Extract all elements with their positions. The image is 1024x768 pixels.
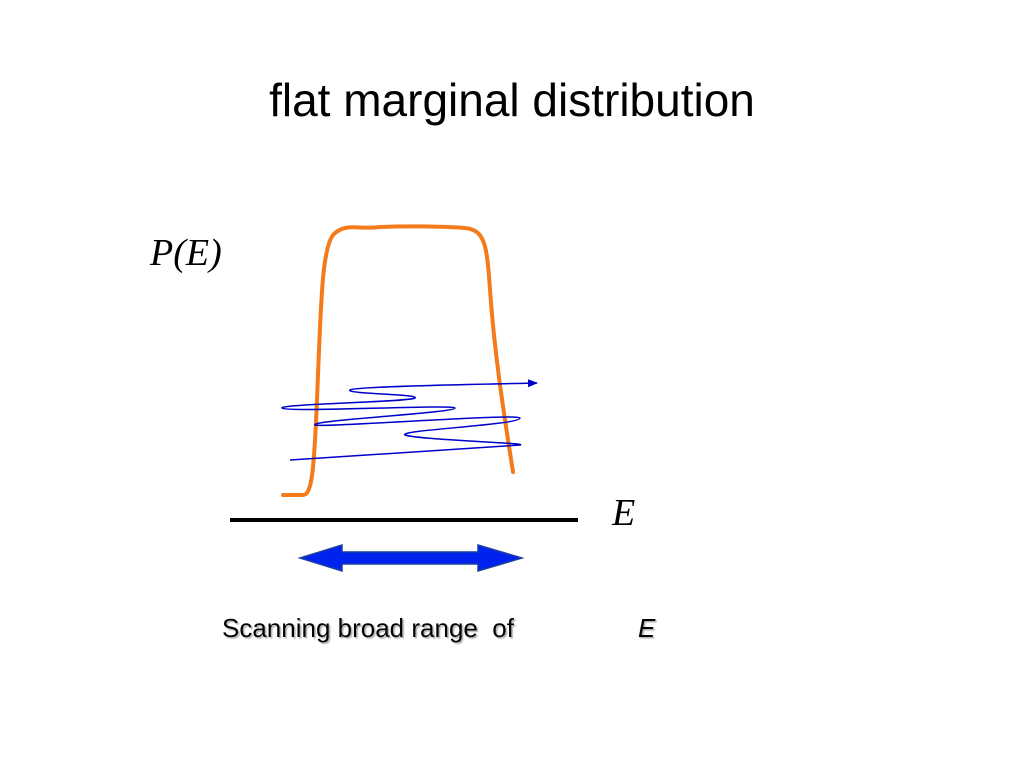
caption-variable: E: [638, 613, 656, 643]
caption-text: Scanning broad range of: [222, 613, 515, 643]
distribution-curve: [281, 224, 515, 497]
x-label: E: [611, 492, 635, 534]
range-arrow: [297, 543, 525, 573]
y-label: P(E): [149, 232, 222, 274]
slide-title: flat marginal distribution: [269, 74, 755, 126]
sampling-trajectory: [281, 379, 538, 461]
